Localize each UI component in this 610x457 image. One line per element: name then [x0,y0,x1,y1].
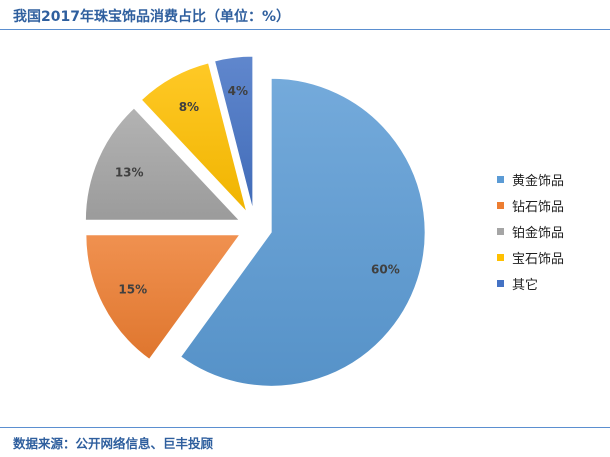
legend-item: 铂金饰品 [497,218,564,244]
legend-item: 其它 [497,270,564,296]
legend-label: 黄金饰品 [512,173,565,189]
legend-swatch [497,227,504,235]
chart-legend: 黄金饰品 钻石饰品 铂金饰品 宝石饰品 其它 [497,166,564,296]
legend-item: 钻石饰品 [497,192,564,218]
slice-value-label: 13% [115,166,144,180]
chart-title: 我国2017年珠宝饰品消费占比（单位：%） [13,9,290,25]
legend-item: 黄金饰品 [497,166,564,192]
legend-label: 宝石饰品 [512,251,565,267]
legend-label: 钻石饰品 [512,199,565,215]
pie-slice [179,77,426,387]
slice-value-label: 8% [179,100,199,114]
pie-slice [213,55,254,211]
pie-slice [85,234,241,361]
data-source: 数据来源：公开网络信息、巨丰投顾 [13,436,214,451]
slice-value-label: 15% [118,282,147,296]
legend-swatch [497,201,504,209]
slice-value-label: 60% [371,262,400,276]
legend-swatch [497,279,504,287]
pie-slice [84,107,241,221]
source-divider [0,427,610,428]
legend-label: 铂金饰品 [512,225,565,241]
legend-swatch [497,253,504,261]
slice-value-label: 4% [228,84,248,98]
title-divider [0,29,610,30]
legend-label: 其它 [512,277,539,293]
pie-slice [140,62,248,213]
legend-item: 宝石饰品 [497,244,564,270]
legend-swatch [497,175,504,183]
